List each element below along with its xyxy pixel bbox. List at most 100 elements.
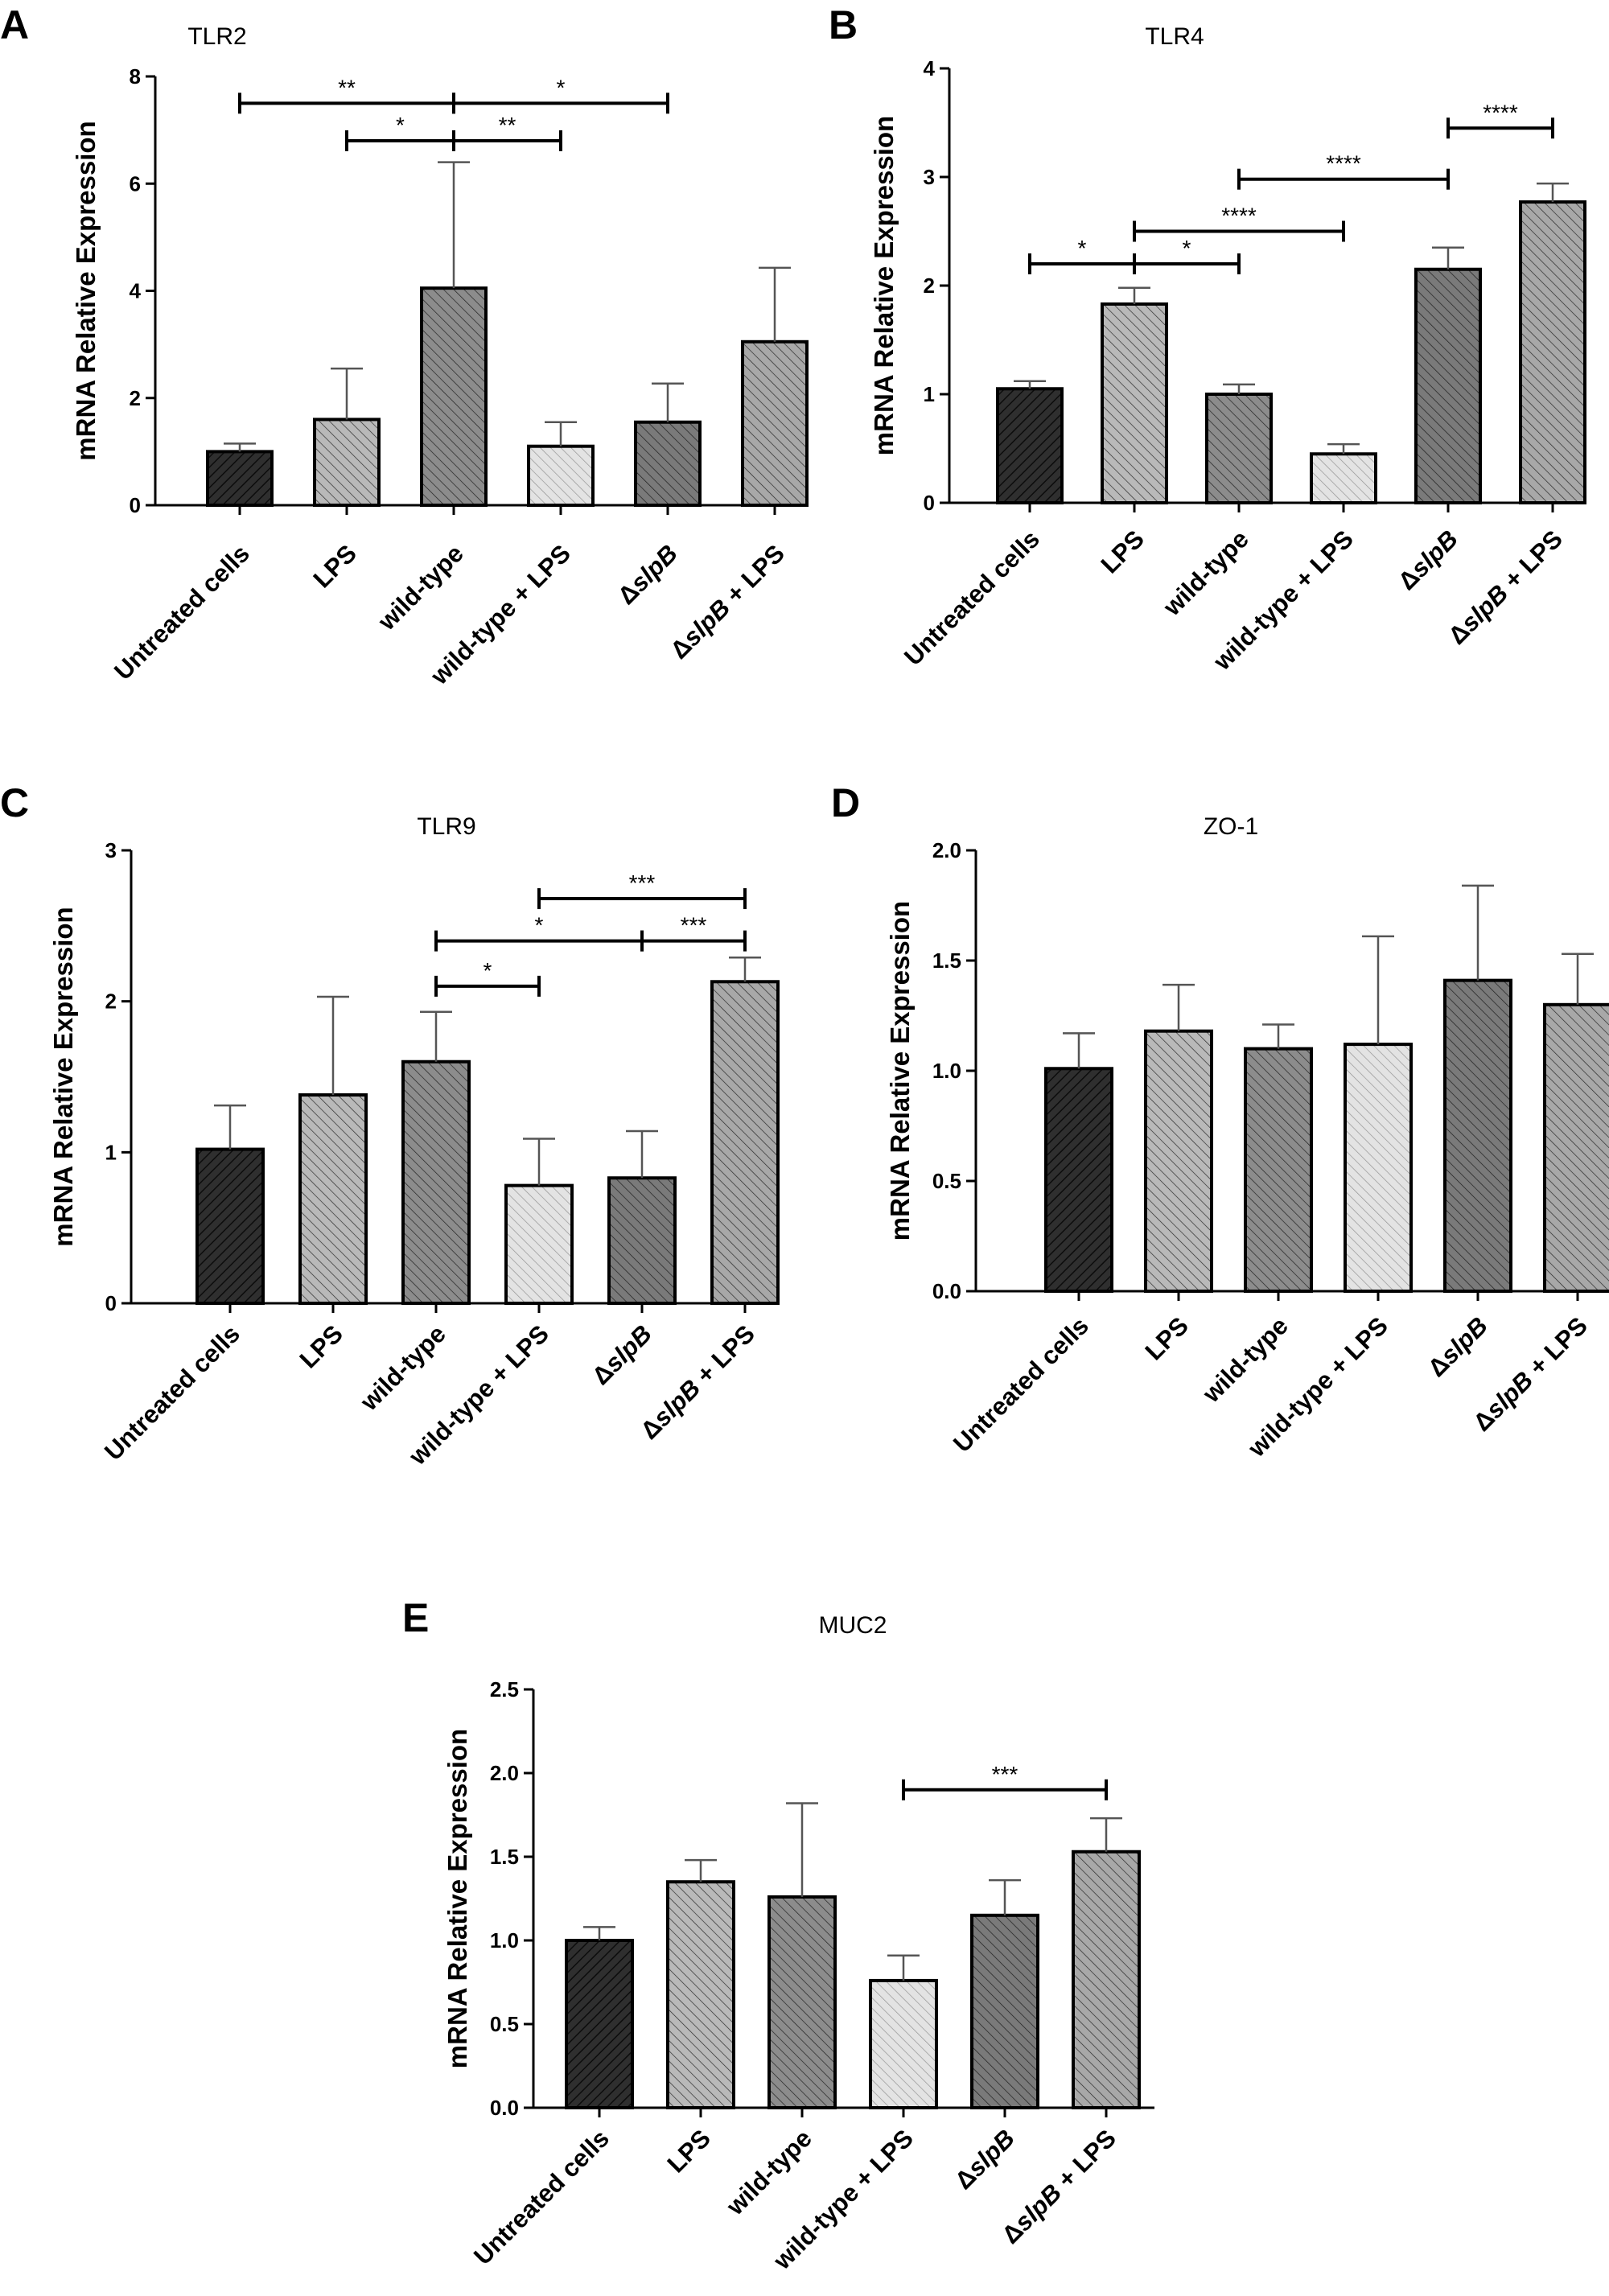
bar: [666, 1880, 735, 2109]
panel-letter: A: [0, 2, 29, 47]
bar: [565, 1939, 634, 2109]
bar: [607, 1176, 677, 1306]
x-tick-label: LPS: [1096, 525, 1150, 578]
chart-title: ZO-1: [1204, 813, 1258, 840]
bar: [420, 286, 488, 507]
panel-letter: D: [831, 780, 860, 825]
significance-label: ****: [1326, 151, 1361, 176]
y-tick-label: 0: [924, 491, 935, 515]
y-axis-label: mRNA Relative Expression: [885, 901, 915, 1241]
bar: [1101, 302, 1168, 505]
x-tick-label: ΔslpB: [612, 539, 683, 610]
significance-label: ***: [992, 1762, 1018, 1787]
y-tick-label: 4: [130, 279, 142, 303]
y-tick-label: 1.0: [932, 1059, 961, 1083]
y-tick-label: 3: [924, 165, 935, 189]
y-tick-label: 2: [105, 990, 117, 1014]
chart-title: MUC2: [818, 1612, 887, 1639]
x-tick-label: LPS: [662, 2124, 716, 2178]
x-tick-label: LPS: [1140, 1311, 1194, 1365]
bar: [313, 418, 381, 508]
significance-label: *: [1183, 236, 1191, 261]
y-tick-label: 2.0: [932, 838, 961, 862]
bar: [298, 1093, 368, 1306]
panel-b: B TLR4 mRNA Relative Expression 0 1 2 3 4 Untrea…: [829, 2, 1586, 676]
bar: [767, 1895, 837, 2109]
x-tick-label: Untreated cells: [99, 1319, 245, 1466]
bar: [710, 980, 780, 1306]
y-tick-label: 0.5: [490, 2012, 519, 2036]
bar: [1344, 1043, 1413, 1293]
x-tick-label: ΔslpB: [949, 2124, 1020, 2195]
bar: [1144, 1029, 1213, 1294]
x-tick-label: wild-type: [720, 2124, 817, 2220]
panel-c: C TLR9 mRNA Relative Expression 0 1 2 3 Untreat…: [0, 780, 780, 1471]
significance-label: *: [396, 113, 405, 138]
x-tick-label: ΔslpB + LPS: [665, 539, 790, 665]
y-tick-label: 0.5: [932, 1169, 961, 1193]
y-tick-label: 6: [130, 171, 141, 195]
chart-title: TLR9: [417, 813, 475, 840]
bar: [1244, 1047, 1313, 1293]
x-tick-label: Untreated cells: [948, 1311, 1094, 1458]
bar: [1519, 200, 1586, 505]
x-tick-label: LPS: [308, 539, 362, 593]
y-tick-label: 2.0: [490, 1761, 519, 1785]
x-tick-label: wild-type: [372, 539, 468, 636]
y-tick-label: 0: [130, 493, 141, 517]
chart-title: TLR2: [187, 23, 246, 50]
significance-label: ***: [629, 870, 656, 895]
significance-label: ***: [681, 913, 707, 938]
bar: [401, 1060, 471, 1305]
y-axis-label: mRNA Relative Expression: [442, 1729, 472, 2068]
y-axis-label: mRNA Relative Expression: [48, 907, 78, 1246]
y-tick-label: 1: [105, 1140, 117, 1164]
bar: [1310, 452, 1377, 504]
y-tick-label: 8: [130, 64, 141, 88]
y-tick-label: 2.5: [490, 1677, 519, 1701]
bar: [741, 339, 809, 508]
y-tick-label: 0.0: [490, 2096, 519, 2120]
bar: [1044, 1067, 1113, 1293]
y-tick-label: 1.0: [490, 1928, 519, 1952]
panel-letter: E: [402, 1595, 429, 1640]
bar: [1414, 267, 1482, 504]
y-tick-label: 4: [924, 56, 936, 80]
significance-label: ****: [1221, 204, 1257, 228]
y-tick-label: 3: [105, 838, 117, 862]
panel-d: D ZO-1 mRNA Relative Expression 0.0 0.5 1.0 1.…: [831, 780, 1609, 1463]
panel-letter: B: [829, 2, 858, 47]
bar: [1443, 978, 1512, 1294]
y-tick-label: 1: [924, 382, 935, 406]
bar: [1072, 1850, 1141, 2109]
y-tick-label: 0: [105, 1291, 117, 1315]
y-tick-label: 2: [130, 386, 141, 410]
bar: [195, 1147, 265, 1305]
significance-label: *: [1078, 236, 1087, 261]
y-tick-label: 2: [924, 274, 935, 298]
significance-label: *: [557, 75, 566, 100]
y-axis-label: mRNA Relative Expression: [71, 121, 101, 460]
x-tick-label: ΔslpB: [586, 1319, 657, 1390]
x-tick-label: wild-type: [354, 1319, 451, 1416]
bar: [970, 1913, 1039, 2110]
bar: [504, 1183, 574, 1305]
y-axis-label: mRNA Relative Expression: [869, 116, 899, 455]
x-tick-label: LPS: [294, 1319, 348, 1373]
bar: [869, 1978, 938, 2109]
y-tick-label: 1.5: [932, 948, 961, 973]
x-tick-label: ΔslpB: [1422, 1311, 1493, 1382]
y-tick-label: 1.5: [490, 1845, 519, 1869]
significance-label: ****: [1483, 100, 1518, 125]
panel-letter: C: [0, 780, 29, 825]
bar: [527, 444, 595, 508]
significance-label: **: [338, 75, 356, 100]
significance-label: *: [484, 958, 492, 983]
significance-label: *: [535, 913, 544, 938]
x-tick-label: Untreated cells: [899, 525, 1045, 671]
bar: [996, 387, 1064, 504]
panel-a: A TLR2 mRNA Relative Expression 0 2 4 6 8 Untrea…: [0, 2, 809, 690]
x-tick-label: ΔslpB: [1393, 525, 1463, 595]
x-tick-label: wild-type: [1157, 525, 1253, 621]
